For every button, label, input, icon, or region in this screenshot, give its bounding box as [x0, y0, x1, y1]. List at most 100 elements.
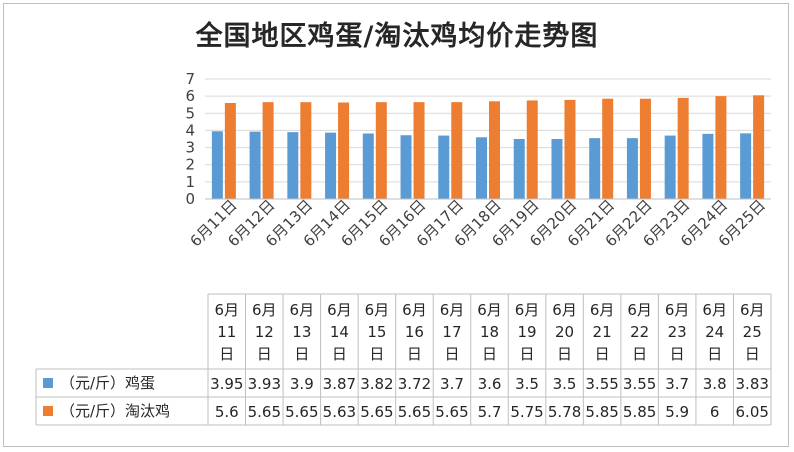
table-cell-value: 3.55: [585, 375, 618, 393]
y-tick-label: 6: [185, 87, 195, 105]
bar-hen: [224, 103, 236, 199]
y-tick-label: 5: [185, 104, 195, 122]
y-tick-label: 2: [185, 156, 195, 174]
table-cell-value: 5.65: [248, 403, 281, 421]
bar-hen: [451, 102, 463, 199]
table-header-text: 6月: [327, 301, 352, 319]
bar-hen: [564, 99, 576, 199]
legend-label: （元/斤）淘汰鸡: [60, 402, 170, 420]
bar-egg: [438, 135, 450, 199]
table-header-text: 6月: [440, 301, 465, 319]
bar-egg: [362, 133, 374, 199]
table-cell-value: 3.9: [290, 375, 314, 393]
table-header-text: 6月: [252, 301, 277, 319]
table-cell-value: 5.6: [215, 403, 239, 421]
table-header-text: 13: [292, 323, 311, 341]
table-header-text: 日: [407, 345, 422, 363]
table-cell-value: 6.05: [736, 403, 769, 421]
table-header-text: 16: [405, 323, 424, 341]
bar-egg: [740, 133, 752, 199]
table-header-text: 6月: [552, 301, 577, 319]
table-header-text: 19: [517, 323, 536, 341]
table-header-text: 20: [555, 323, 574, 341]
table-header-text: 17: [442, 323, 461, 341]
legend-swatch: [43, 378, 53, 388]
table-cell-value: 5.65: [435, 403, 468, 421]
table-cell-value: 5.65: [285, 403, 318, 421]
legend-label: （元/斤）鸡蛋: [60, 374, 155, 392]
table-cell-value: 3.5: [515, 375, 539, 393]
table-header-text: 6月: [627, 301, 652, 319]
table-header-text: 日: [595, 345, 610, 363]
table-cell-value: 3.87: [323, 375, 356, 393]
legend-swatch: [43, 406, 53, 416]
bar-egg: [664, 135, 676, 199]
table-header-text: 25: [743, 323, 762, 341]
table-header-text: 6月: [740, 301, 765, 319]
table-cell-value: 3.5: [553, 375, 577, 393]
table-header-text: 15: [367, 323, 386, 341]
bar-egg: [551, 139, 563, 199]
table-header-text: 日: [632, 345, 647, 363]
table-header-text: 日: [257, 345, 272, 363]
table-cell-value: 5.65: [360, 403, 393, 421]
table-header-text: 23: [668, 323, 687, 341]
table-header-text: 日: [520, 345, 535, 363]
table-cell-value: 3.8: [703, 375, 727, 393]
table-header-text: 6月: [290, 301, 315, 319]
table-header-text: 日: [444, 345, 459, 363]
bar-hen: [338, 102, 350, 199]
table-header-text: 6月: [214, 301, 239, 319]
bar-hen: [413, 102, 425, 199]
bar-hen: [526, 100, 538, 199]
y-tick-label: 0: [185, 190, 195, 208]
table-header-text: 22: [630, 323, 649, 341]
y-tick-label: 4: [185, 121, 195, 139]
bar-egg: [211, 131, 223, 199]
table-header-text: 日: [294, 345, 309, 363]
bar-hen: [489, 101, 500, 199]
table-header-text: 日: [219, 345, 234, 363]
bar-hen: [639, 98, 651, 199]
y-tick-label: 3: [185, 139, 195, 157]
table-header-text: 6月: [477, 301, 502, 319]
table-cell-value: 5.78: [548, 403, 581, 421]
bar-egg: [626, 138, 638, 199]
table-cell-value: 3.83: [736, 375, 769, 393]
bar-hen: [753, 95, 765, 199]
table-header-text: 6月: [590, 301, 615, 319]
bar-egg: [325, 132, 337, 199]
table-header-text: 日: [707, 345, 722, 363]
bar-hen: [715, 96, 727, 199]
table-cell-value: 5.63: [323, 403, 356, 421]
table-cell-value: 5.85: [585, 403, 618, 421]
table-header-text: 6月: [702, 301, 727, 319]
table-header-text: 12: [255, 323, 274, 341]
table-header-text: 日: [745, 345, 760, 363]
table-cell-value: 3.72: [398, 375, 431, 393]
table-header-text: 6月: [365, 301, 390, 319]
bar-hen: [602, 98, 614, 199]
table-cell-value: 3.55: [623, 375, 656, 393]
table-header-text: 14: [330, 323, 349, 341]
table-header-text: 6月: [515, 301, 540, 319]
table-cell-value: 6: [710, 403, 720, 421]
table-cell-value: 3.7: [665, 375, 689, 393]
table-cell-value: 5.65: [398, 403, 431, 421]
table-header-text: 24: [705, 323, 724, 341]
bar-egg: [589, 138, 601, 199]
chart-frame: [3, 3, 789, 447]
y-tick-label: 1: [185, 173, 195, 191]
table-header-text: 11: [217, 323, 236, 341]
table-cell-value: 3.93: [248, 375, 281, 393]
table-cell-value: 3.6: [478, 375, 502, 393]
bar-egg: [476, 137, 487, 199]
bar-egg: [287, 132, 299, 199]
bar-hen: [677, 97, 689, 199]
table-header-text: 18: [480, 323, 499, 341]
chart-title: 全国地区鸡蛋/淘汰鸡均价走势图: [195, 21, 599, 52]
table-header-text: 6月: [402, 301, 427, 319]
table-cell-value: 3.95: [210, 375, 243, 393]
table-cell-value: 3.7: [440, 375, 464, 393]
